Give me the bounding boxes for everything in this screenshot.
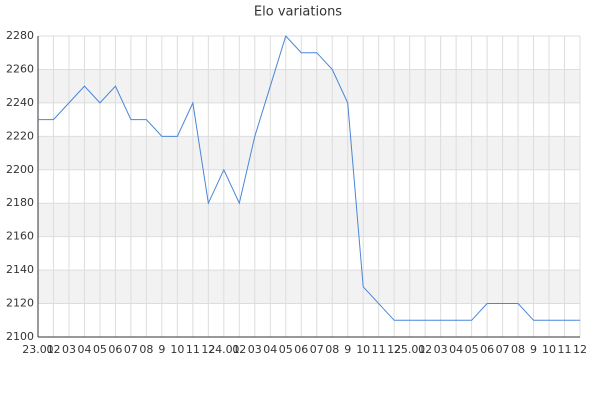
x-tick-label: 04: [263, 343, 277, 356]
x-tick-label: 08: [325, 343, 339, 356]
x-tick-label: 05: [465, 343, 479, 356]
x-tick-label: 12: [387, 343, 401, 356]
x-tick-label: 10: [542, 343, 556, 356]
x-tick-label: 11: [558, 343, 572, 356]
x-tick-label: 04: [449, 343, 463, 356]
x-tick-label: 12: [201, 343, 215, 356]
x-tick-label: 02: [418, 343, 432, 356]
x-tick-label: 06: [480, 343, 494, 356]
y-tick-label: 2180: [6, 196, 34, 209]
grid-band: [38, 69, 580, 103]
x-tick-label: 07: [310, 343, 324, 356]
x-tick-label: 10: [170, 343, 184, 356]
y-tick-label: 2160: [6, 230, 34, 243]
y-tick-label: 2100: [6, 330, 34, 343]
x-tick-label: 11: [186, 343, 200, 356]
x-tick-label: 11: [372, 343, 386, 356]
grid-band: [38, 203, 580, 237]
x-tick-label: 25.01: [394, 343, 426, 356]
x-tick-label: 9: [530, 343, 537, 356]
line: [38, 35, 580, 321]
x-tick-label: 03: [248, 343, 262, 356]
x-tick-label: 02: [46, 343, 60, 356]
x-tick-label: 9: [344, 343, 351, 356]
x-tick-label: 05: [279, 343, 293, 356]
x-tick-label: 23.01: [22, 343, 54, 356]
y-tick-label: 2200: [6, 163, 34, 176]
x-tick-label: 02: [232, 343, 246, 356]
x-tick-label: 06: [108, 343, 122, 356]
y-tick-label: 2120: [6, 297, 34, 310]
y-tick-label: 2280: [6, 29, 34, 42]
x-tick-label: 06: [294, 343, 308, 356]
x-tick-label: 03: [434, 343, 448, 356]
x-tick-label: 07: [124, 343, 138, 356]
x-tick-label: 24.01: [208, 343, 240, 356]
x-tick-label: 10: [356, 343, 370, 356]
x-tick-label: 05: [93, 343, 107, 356]
y-tick-label: 2140: [6, 263, 34, 276]
x-tick-label: 08: [511, 343, 525, 356]
x-tick-label: 07: [496, 343, 510, 356]
grid-band: [38, 136, 580, 170]
x-tick-label: 12: [573, 343, 587, 356]
x-tick-label: 08: [139, 343, 153, 356]
grid-band: [38, 270, 580, 304]
y-tick-label: 2240: [6, 96, 34, 109]
x-tick-label: 03: [62, 343, 76, 356]
x-tick-label: 9: [158, 343, 165, 356]
x-tick-label: 04: [77, 343, 91, 356]
y-tick-label: 2220: [6, 129, 34, 142]
chart-title: Elo variations: [254, 5, 342, 20]
y-tick-label: 2260: [6, 62, 34, 75]
